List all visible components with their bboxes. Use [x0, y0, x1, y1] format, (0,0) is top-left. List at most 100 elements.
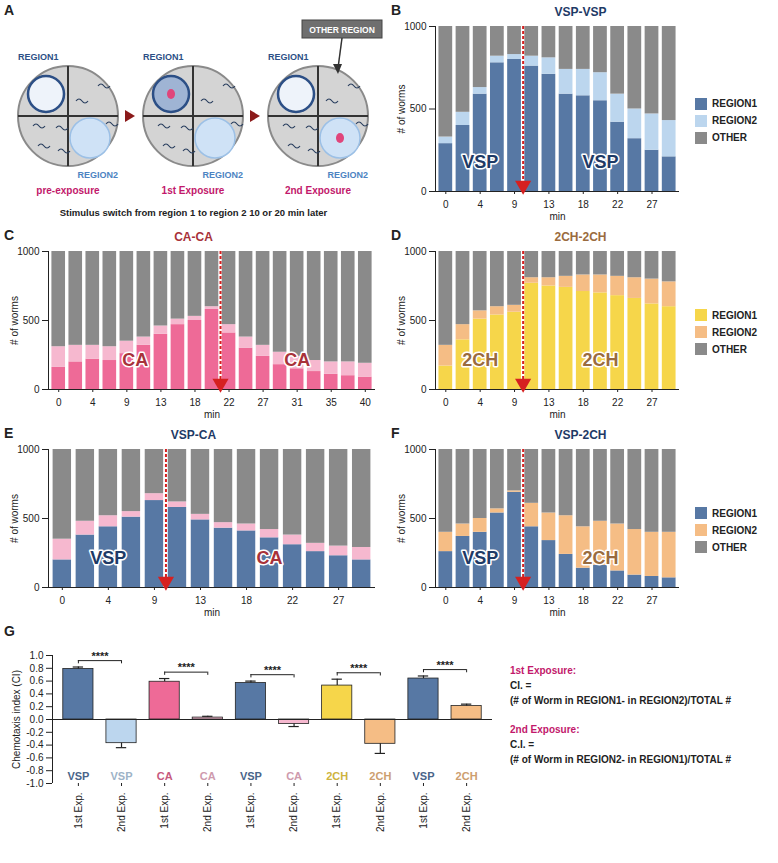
svg-text:27: 27: [646, 397, 658, 408]
svg-text:2nd Exposure: 2nd Exposure: [285, 185, 352, 196]
svg-text:9: 9: [512, 595, 518, 606]
svg-text:# of worms: # of worms: [9, 494, 20, 543]
svg-text:2CH: 2CH: [456, 770, 478, 782]
svg-text:REGION2: REGION2: [327, 170, 368, 180]
svg-text:13: 13: [155, 397, 167, 408]
svg-text:4: 4: [477, 595, 483, 606]
svg-text:REGION2: REGION2: [77, 170, 118, 180]
svg-text:13: 13: [543, 595, 555, 606]
svg-text:2nd Exp.: 2nd Exp.: [461, 793, 472, 832]
svg-text:27: 27: [258, 397, 270, 408]
svg-text:1st Exp.: 1st Exp.: [159, 793, 170, 829]
svg-text:27: 27: [646, 595, 658, 606]
svg-text:0: 0: [60, 595, 66, 606]
svg-text:4: 4: [106, 595, 112, 606]
svg-text:CA: CA: [284, 350, 310, 370]
svg-text:22: 22: [223, 397, 235, 408]
svg-text:35: 35: [326, 397, 338, 408]
svg-text:18: 18: [241, 595, 253, 606]
svg-text:0.6: 0.6: [30, 675, 44, 686]
svg-text:22: 22: [612, 199, 624, 210]
svg-text:****: ****: [91, 650, 109, 662]
svg-text:4: 4: [90, 397, 96, 408]
svg-text:REGION2: REGION2: [202, 170, 243, 180]
svg-text:31: 31: [292, 397, 304, 408]
svg-text:REGION1: REGION1: [268, 52, 309, 62]
svg-text:18: 18: [578, 199, 590, 210]
svg-text:1000: 1000: [404, 21, 427, 32]
svg-text:0: 0: [421, 186, 427, 197]
svg-text:1st Exp.: 1st Exp.: [418, 793, 429, 829]
svg-text:REGION1: REGION1: [143, 52, 184, 62]
svg-text:# of worms: # of worms: [396, 296, 407, 345]
svg-text:13: 13: [543, 397, 555, 408]
svg-text:1000: 1000: [404, 246, 427, 257]
svg-text:1st Exposure: 1st Exposure: [162, 185, 225, 196]
svg-text:22: 22: [287, 595, 299, 606]
svg-text:2nd Exp.: 2nd Exp.: [202, 793, 213, 832]
svg-text:1st Exp.: 1st Exp.: [245, 793, 256, 829]
svg-text:VSP: VSP: [462, 152, 498, 172]
svg-text:pre-exposure: pre-exposure: [36, 185, 100, 196]
svg-text:VSP: VSP: [582, 152, 618, 172]
svg-text:CA: CA: [122, 350, 148, 370]
svg-text:2nd Exp.: 2nd Exp.: [116, 793, 127, 832]
svg-text:CA: CA: [257, 548, 283, 568]
svg-text:4: 4: [477, 397, 483, 408]
svg-text:# of worms: # of worms: [396, 494, 407, 543]
svg-text:VSP: VSP: [462, 548, 498, 568]
svg-text:0.4: 0.4: [30, 688, 44, 699]
svg-text:0: 0: [443, 199, 449, 210]
svg-text:****: ****: [436, 659, 454, 671]
svg-text:0: 0: [34, 582, 40, 593]
svg-text:2CH: 2CH: [582, 350, 618, 370]
svg-text:CA: CA: [200, 770, 216, 782]
svg-text:min: min: [549, 409, 565, 420]
svg-text:min: min: [204, 409, 220, 420]
svg-text:0: 0: [34, 384, 40, 395]
svg-text:0: 0: [56, 397, 62, 408]
svg-text:-0.6: -0.6: [26, 752, 44, 763]
svg-text:18: 18: [578, 397, 590, 408]
svg-text:0.2: 0.2: [30, 701, 44, 712]
svg-text:0: 0: [443, 397, 449, 408]
svg-text:2nd Exp.: 2nd Exp.: [375, 793, 386, 832]
svg-text:VSP: VSP: [240, 770, 262, 782]
svg-text:1000: 1000: [404, 444, 427, 455]
svg-text:min: min: [549, 211, 565, 222]
svg-text:13: 13: [543, 199, 555, 210]
svg-text:min: min: [204, 607, 220, 618]
svg-text:13: 13: [195, 595, 207, 606]
svg-text:# of worms: # of worms: [396, 85, 407, 134]
svg-text:# of worms: # of worms: [9, 296, 20, 345]
svg-text:1000: 1000: [17, 444, 40, 455]
svg-text:CA: CA: [157, 770, 173, 782]
svg-text:VSP: VSP: [90, 548, 126, 568]
svg-text:4: 4: [477, 199, 483, 210]
svg-text:0.0: 0.0: [30, 714, 44, 725]
svg-text:500: 500: [410, 103, 427, 114]
svg-text:****: ****: [178, 661, 196, 673]
svg-text:VSP: VSP: [67, 770, 89, 782]
svg-text:2nd Exp.: 2nd Exp.: [288, 793, 299, 832]
svg-text:Stimulus switch from region 1: Stimulus switch from region 1 to region …: [60, 207, 328, 218]
svg-text:500: 500: [23, 315, 40, 326]
svg-text:9: 9: [512, 397, 518, 408]
svg-text:0: 0: [421, 582, 427, 593]
svg-text:9: 9: [124, 397, 130, 408]
svg-text:****: ****: [350, 662, 368, 674]
svg-text:Chemotaxis index (CI): Chemotaxis index (CI): [11, 670, 22, 769]
svg-text:2CH: 2CH: [582, 548, 618, 568]
svg-text:22: 22: [612, 397, 624, 408]
svg-text:2CH: 2CH: [462, 350, 498, 370]
svg-text:27: 27: [646, 199, 658, 210]
svg-text:VSP: VSP: [412, 770, 434, 782]
svg-text:1st Exp.: 1st Exp.: [331, 793, 342, 829]
svg-text:500: 500: [23, 513, 40, 524]
svg-text:18: 18: [578, 595, 590, 606]
svg-text:CA: CA: [286, 770, 302, 782]
svg-text:min: min: [549, 607, 565, 618]
svg-text:-0.4: -0.4: [26, 739, 44, 750]
svg-text:500: 500: [410, 315, 427, 326]
svg-text:0.8: 0.8: [30, 663, 44, 674]
